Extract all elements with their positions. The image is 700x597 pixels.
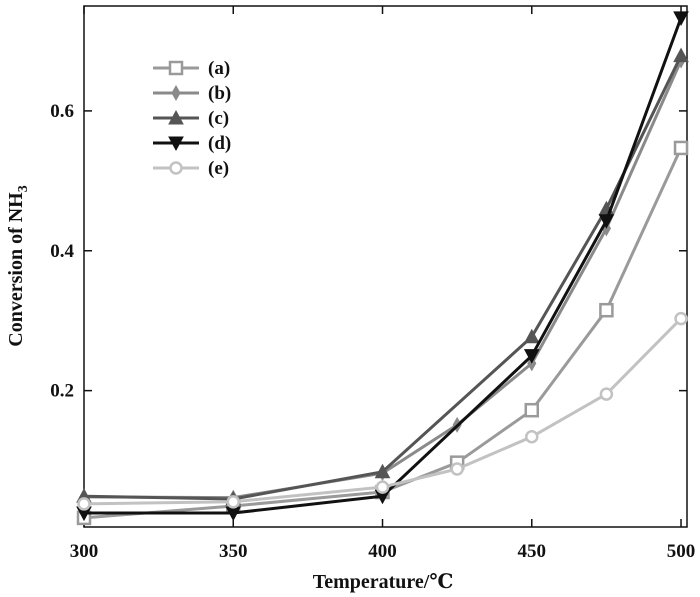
legend-label: (e) xyxy=(208,158,229,179)
y-axis-ticks: 0.2 0.4 0.6 xyxy=(50,101,687,402)
legend: (a) (b) (c) (d) (e) xyxy=(153,58,231,179)
x-tick-label: 350 xyxy=(219,541,248,562)
legend-label: (a) xyxy=(208,58,230,79)
data-point xyxy=(450,462,464,476)
data-point xyxy=(375,480,390,494)
data-point xyxy=(599,387,614,401)
series-4 xyxy=(76,11,689,522)
legend-item: (e) xyxy=(153,158,229,179)
data-point xyxy=(598,214,615,229)
legend-marker xyxy=(168,60,184,76)
legend-label: (b) xyxy=(208,83,231,104)
y-axis-title: Conversion of NH3 xyxy=(5,185,31,346)
series-layer xyxy=(76,11,689,526)
data-point xyxy=(599,302,614,318)
x-axis-title: Temperature/℃ xyxy=(313,571,454,593)
data-point xyxy=(673,11,689,26)
series-line xyxy=(83,59,683,500)
legend-item: (d) xyxy=(153,133,231,154)
legend-item: (a) xyxy=(153,58,230,79)
data-point xyxy=(374,463,391,479)
legend-item: (b) xyxy=(153,83,231,104)
data-point xyxy=(673,47,689,63)
legend-marker xyxy=(171,84,181,102)
data-point xyxy=(226,495,241,509)
x-axis-ticks: 300 350 400 450 500 xyxy=(70,6,696,562)
plot-frame xyxy=(83,5,688,528)
x-tick-label: 500 xyxy=(667,541,696,562)
data-point xyxy=(524,402,540,418)
data-point xyxy=(523,328,540,344)
data-point xyxy=(673,140,689,156)
x-tick-label: 450 xyxy=(518,541,547,562)
series-line xyxy=(84,17,683,515)
series-5 xyxy=(77,311,688,511)
data-point xyxy=(523,349,540,364)
legend-marker xyxy=(168,109,184,125)
series-line xyxy=(83,147,683,520)
x-tick-label: 400 xyxy=(368,541,397,562)
data-point xyxy=(674,311,688,326)
data-point xyxy=(525,430,539,444)
legend-label: (c) xyxy=(208,108,229,129)
x-tick-label: 300 xyxy=(70,541,99,562)
legend-marker xyxy=(168,136,184,152)
legend-item: (c) xyxy=(153,108,229,129)
y-axis-title-subscript: 3 xyxy=(16,185,31,192)
data-point xyxy=(77,497,91,511)
legend-marker xyxy=(169,161,183,175)
y-tick-label: 0.6 xyxy=(50,101,74,122)
legend-label: (d) xyxy=(208,133,231,154)
y-axis-title-main: Conversion of NH xyxy=(5,192,27,347)
y-tick-label: 0.2 xyxy=(50,381,74,402)
y-tick-label: 0.4 xyxy=(50,241,74,262)
